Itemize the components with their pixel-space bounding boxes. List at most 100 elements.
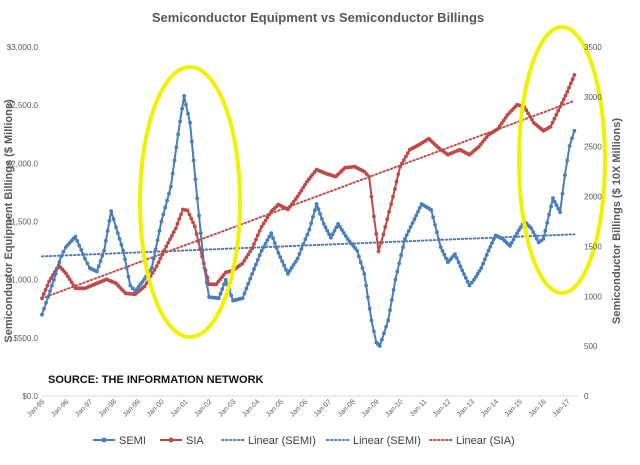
y-left-tick-label: $2,000.0	[7, 159, 39, 168]
data-point-semi	[454, 256, 459, 260]
data-point-semi	[128, 283, 133, 288]
data-point-semi	[341, 231, 346, 235]
data-point-sia	[548, 124, 553, 129]
data-point-sia	[267, 212, 272, 217]
data-point-sia	[166, 240, 171, 245]
data-point-semi	[163, 205, 168, 210]
data-point-semi	[309, 221, 314, 226]
data-point-sia	[246, 252, 251, 257]
data-point-sia	[255, 233, 260, 238]
y-right-tick-label: 1000	[584, 292, 602, 301]
data-point-sia	[196, 239, 201, 244]
data-point-semi	[453, 252, 457, 256]
data-point-semi	[513, 234, 518, 239]
data-point-sia	[402, 158, 406, 162]
data-point-semi	[104, 238, 108, 243]
data-point-semi	[314, 202, 319, 206]
data-point-sia	[385, 217, 390, 222]
data-point-sia	[71, 283, 76, 288]
data-point-semi	[336, 221, 340, 226]
data-point-sia	[189, 216, 194, 221]
data-point-semi	[73, 234, 78, 239]
data-point-semi	[167, 191, 171, 196]
data-point-semi	[254, 262, 258, 267]
data-point-semi	[565, 158, 570, 163]
data-point-semi	[488, 244, 493, 249]
y-right-tick-label: 3500	[584, 43, 602, 52]
data-point-sia	[67, 277, 72, 282]
data-point-semi	[289, 265, 294, 270]
data-point-semi	[408, 225, 413, 230]
data-point-semi	[433, 222, 437, 227]
data-point-semi	[248, 276, 253, 281]
y-left-tick-label: $3,000.0	[7, 43, 39, 52]
data-point-sia	[297, 191, 302, 196]
data-point-semi	[312, 208, 317, 213]
data-point-semi	[515, 231, 519, 236]
data-point-semi	[481, 261, 485, 266]
x-tick-label: Jan-09	[361, 398, 381, 418]
data-point-sia	[171, 230, 176, 235]
y-left-tick-label: $0.0	[22, 392, 38, 401]
data-point-semi	[202, 266, 207, 270]
data-point-semi	[563, 173, 567, 177]
legend-label: Linear (SEMI)	[353, 435, 421, 447]
data-point-semi	[265, 238, 270, 243]
data-point-semi	[475, 272, 480, 276]
data-point-semi	[380, 337, 384, 342]
data-point-sia	[526, 111, 530, 116]
data-point-semi	[389, 298, 394, 302]
trendline-linearsemi	[41, 233, 576, 258]
data-point-sia	[287, 205, 292, 209]
data-point-semi	[558, 210, 562, 215]
data-point-sia	[560, 101, 564, 105]
data-point-semi	[186, 111, 190, 116]
data-point-semi	[338, 225, 342, 229]
data-point-sia	[158, 256, 163, 261]
data-point-semi	[189, 139, 194, 144]
data-point-semi	[278, 255, 283, 259]
data-point-semi	[311, 214, 315, 219]
data-point-semi	[366, 295, 370, 299]
y-right-tick-label: 2000	[584, 193, 602, 202]
data-point-semi	[182, 94, 187, 98]
data-point-semi	[121, 248, 126, 253]
data-point-sia	[200, 254, 204, 259]
data-point-semi	[246, 281, 251, 286]
data-point-semi	[83, 256, 87, 261]
data-point-sia	[257, 229, 262, 233]
data-point-semi	[287, 268, 292, 273]
data-point-semi	[299, 247, 304, 251]
data-point-sia	[173, 226, 178, 231]
data-point-sia	[252, 242, 256, 246]
data-point-sia	[65, 274, 70, 279]
data-point-sia	[528, 114, 532, 119]
x-tick-label: Jan-12	[432, 398, 452, 418]
y-left-tick-label: $1,500.0	[7, 218, 39, 227]
data-point-sia	[47, 279, 52, 284]
data-point-semi	[276, 251, 281, 255]
data-point-semi	[318, 212, 322, 216]
data-point-semi	[115, 231, 120, 236]
data-point-semi	[174, 145, 179, 150]
data-point-semi	[153, 247, 158, 252]
data-point-sia	[164, 244, 169, 249]
data-point-semi	[200, 248, 205, 253]
series-markers	[40, 73, 577, 348]
data-point-sia	[372, 214, 376, 219]
data-point-semi	[272, 241, 277, 245]
y-right-tick-label: 1500	[584, 242, 602, 251]
data-point-sia	[499, 121, 504, 126]
data-point-semi	[161, 212, 166, 217]
data-point-semi	[57, 260, 62, 265]
data-point-sia	[205, 275, 210, 280]
data-point-semi	[297, 252, 302, 256]
data-point-semi	[483, 257, 487, 262]
data-point-semi	[456, 260, 461, 265]
axes: $0.0 $500.0 $1,000.0 $1,500.0 $2,000.0 $2,500…	[7, 43, 602, 419]
data-point-sia	[187, 212, 192, 217]
data-point-semi	[440, 249, 445, 253]
data-point-semi	[444, 256, 448, 261]
x-tick-label: Jan-96	[50, 398, 70, 418]
data-point-sia	[376, 249, 381, 254]
